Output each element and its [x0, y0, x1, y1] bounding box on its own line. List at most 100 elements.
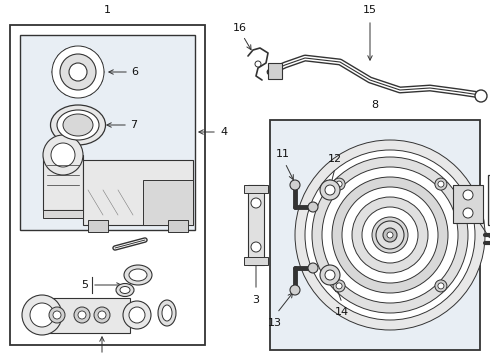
Circle shape	[98, 311, 106, 319]
Bar	[43, 155, 83, 210]
Bar	[88, 220, 108, 232]
Circle shape	[387, 232, 393, 238]
Circle shape	[383, 228, 397, 242]
Text: 7: 7	[130, 120, 137, 130]
Ellipse shape	[53, 61, 60, 68]
Circle shape	[333, 280, 345, 292]
Ellipse shape	[52, 68, 59, 76]
Bar	[143, 180, 193, 225]
Bar	[488, 175, 490, 225]
Circle shape	[325, 270, 335, 280]
Circle shape	[312, 157, 468, 313]
Text: 5: 5	[81, 280, 88, 290]
Circle shape	[463, 190, 473, 200]
Text: 6: 6	[131, 67, 138, 77]
Circle shape	[290, 285, 300, 295]
Circle shape	[78, 311, 86, 319]
Ellipse shape	[63, 88, 70, 95]
Circle shape	[438, 181, 444, 187]
Bar	[270, 120, 480, 350]
Circle shape	[74, 307, 90, 323]
Ellipse shape	[57, 83, 64, 90]
Ellipse shape	[86, 88, 93, 95]
Circle shape	[69, 63, 87, 81]
Ellipse shape	[86, 49, 93, 56]
Ellipse shape	[96, 61, 102, 68]
Text: 14: 14	[335, 307, 349, 317]
Ellipse shape	[50, 105, 105, 145]
Ellipse shape	[63, 49, 70, 56]
Bar	[10, 25, 205, 345]
Circle shape	[94, 307, 110, 323]
Circle shape	[333, 178, 345, 190]
Bar	[83, 160, 193, 225]
Circle shape	[308, 202, 318, 212]
Ellipse shape	[53, 76, 60, 83]
Bar	[453, 185, 483, 223]
Circle shape	[342, 187, 438, 283]
Bar	[248, 185, 264, 265]
Text: 15: 15	[363, 5, 377, 15]
Circle shape	[251, 242, 261, 252]
Circle shape	[438, 283, 444, 289]
Ellipse shape	[116, 284, 134, 297]
Circle shape	[43, 135, 83, 175]
Circle shape	[251, 198, 261, 208]
Text: 4: 4	[220, 127, 227, 137]
Circle shape	[22, 295, 62, 335]
Ellipse shape	[78, 91, 85, 98]
Circle shape	[30, 303, 54, 327]
Ellipse shape	[162, 305, 172, 321]
Circle shape	[336, 181, 342, 187]
Circle shape	[322, 167, 458, 303]
Circle shape	[290, 180, 300, 190]
Bar	[40, 298, 130, 333]
Ellipse shape	[71, 91, 77, 98]
Bar	[244, 185, 268, 193]
Circle shape	[372, 217, 408, 253]
Circle shape	[463, 208, 473, 218]
Circle shape	[49, 307, 65, 323]
Ellipse shape	[92, 54, 99, 61]
Bar	[268, 63, 282, 79]
Bar	[20, 35, 195, 230]
Circle shape	[53, 311, 61, 319]
Ellipse shape	[96, 76, 102, 83]
Ellipse shape	[120, 287, 130, 293]
Ellipse shape	[71, 46, 77, 53]
Circle shape	[320, 180, 340, 200]
Bar	[168, 220, 188, 232]
Text: 8: 8	[371, 100, 379, 110]
Bar	[244, 257, 268, 265]
Bar	[43, 210, 83, 218]
Ellipse shape	[124, 265, 152, 285]
Ellipse shape	[158, 300, 176, 326]
Text: 3: 3	[252, 295, 260, 305]
Circle shape	[123, 301, 151, 329]
Circle shape	[332, 177, 448, 293]
Circle shape	[435, 280, 447, 292]
Circle shape	[51, 143, 75, 167]
Circle shape	[52, 46, 104, 98]
Circle shape	[352, 197, 428, 273]
Circle shape	[308, 263, 318, 273]
Text: 1: 1	[104, 5, 111, 15]
Circle shape	[295, 140, 485, 330]
Circle shape	[60, 54, 96, 90]
Ellipse shape	[97, 68, 104, 76]
Text: 16: 16	[233, 23, 247, 33]
Circle shape	[129, 307, 145, 323]
Circle shape	[435, 178, 447, 190]
Ellipse shape	[57, 54, 64, 61]
Text: 11: 11	[276, 149, 290, 159]
Ellipse shape	[78, 46, 85, 53]
Text: 13: 13	[268, 318, 282, 328]
Ellipse shape	[129, 269, 147, 281]
Text: 12: 12	[328, 154, 342, 164]
Ellipse shape	[57, 110, 99, 140]
Circle shape	[305, 150, 475, 320]
Circle shape	[362, 207, 418, 263]
Circle shape	[325, 185, 335, 195]
Circle shape	[320, 265, 340, 285]
Ellipse shape	[63, 114, 93, 136]
